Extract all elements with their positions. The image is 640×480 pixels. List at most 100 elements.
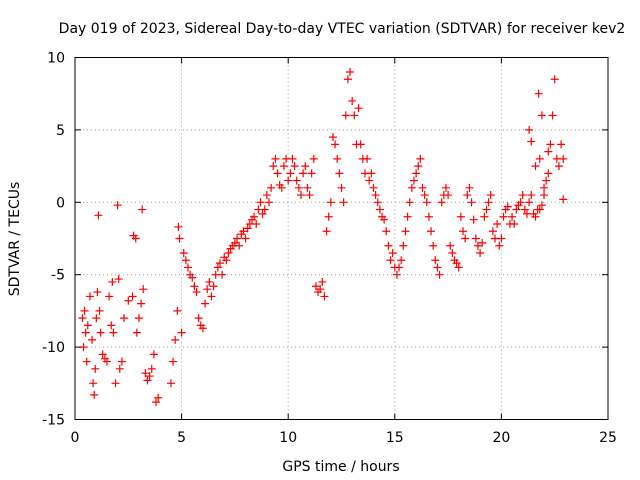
data-point	[181, 256, 190, 265]
data-point	[154, 393, 163, 402]
data-point	[307, 169, 316, 178]
data-point	[166, 379, 175, 388]
data-point	[292, 176, 301, 185]
data-point	[284, 176, 293, 185]
data-point	[124, 296, 133, 305]
data-point	[333, 154, 342, 163]
data-point	[328, 133, 337, 142]
data-point	[107, 321, 116, 330]
data-point	[550, 75, 559, 84]
data-point	[371, 191, 380, 200]
data-point	[224, 248, 233, 257]
data-point	[559, 195, 568, 204]
x-axis-label: GPS time / hours	[282, 459, 399, 475]
data-point	[218, 270, 227, 279]
data-point	[92, 314, 101, 323]
data-point	[367, 169, 376, 178]
data-point	[290, 162, 299, 171]
data-point	[222, 256, 231, 265]
y-axis-label: SDTVAR / TECUs	[7, 182, 23, 297]
data-point	[177, 328, 186, 337]
data-point	[91, 364, 100, 373]
data-point	[207, 292, 216, 301]
data-point	[175, 234, 184, 243]
data-point	[424, 212, 433, 221]
data-point	[548, 111, 557, 120]
data-point	[316, 285, 325, 294]
data-point	[365, 176, 374, 185]
data-point	[271, 154, 280, 163]
data-point	[147, 364, 156, 373]
data-point	[252, 220, 261, 229]
data-point	[535, 205, 544, 214]
data-point	[446, 241, 455, 250]
data-point	[527, 137, 536, 146]
data-point	[194, 314, 203, 323]
data-point	[114, 275, 123, 284]
data-point	[463, 191, 472, 200]
data-point	[531, 162, 540, 171]
data-point	[141, 369, 150, 378]
data-point	[279, 162, 288, 171]
data-point	[90, 390, 99, 399]
data-point	[554, 162, 563, 171]
data-point	[109, 328, 118, 337]
data-point	[544, 169, 553, 178]
data-point	[269, 162, 278, 171]
data-point	[405, 198, 414, 207]
data-point	[416, 154, 425, 163]
data-point	[309, 154, 318, 163]
y-tick-label: 5	[56, 123, 65, 139]
data-point	[341, 111, 350, 120]
data-point	[350, 111, 359, 120]
data-point	[83, 321, 92, 330]
data-point	[540, 183, 549, 192]
data-point	[85, 292, 94, 301]
data-point	[303, 183, 312, 192]
data-point	[311, 282, 320, 291]
data-point	[265, 198, 274, 207]
data-point	[544, 147, 553, 156]
data-point	[233, 234, 242, 243]
data-point	[277, 183, 286, 192]
data-point	[542, 176, 551, 185]
data-point	[384, 241, 393, 250]
data-point	[382, 227, 391, 236]
data-point	[559, 154, 568, 163]
data-point	[412, 169, 421, 178]
data-point	[531, 212, 540, 221]
data-point	[230, 238, 239, 247]
data-point	[403, 212, 412, 221]
data-point	[512, 205, 521, 214]
data-point	[301, 162, 310, 171]
data-point	[267, 183, 276, 192]
data-point	[171, 335, 180, 344]
data-point	[139, 285, 148, 294]
data-point	[286, 169, 295, 178]
data-point	[89, 379, 98, 388]
y-tick-label: -5	[51, 268, 65, 284]
data-point	[134, 314, 143, 323]
data-point	[339, 198, 348, 207]
data-point	[354, 104, 363, 113]
data-point	[418, 183, 427, 192]
data-point	[179, 248, 188, 257]
data-point	[535, 154, 544, 163]
data-point	[476, 248, 485, 257]
data-point	[431, 256, 440, 265]
data-point	[149, 350, 158, 359]
data-point	[488, 227, 497, 236]
data-point	[454, 263, 463, 272]
data-point	[250, 212, 259, 221]
data-point	[343, 75, 352, 84]
data-point	[326, 198, 335, 207]
data-point	[243, 224, 252, 233]
data-point	[173, 306, 182, 315]
data-point	[335, 169, 344, 178]
data-point	[215, 259, 224, 268]
data-point	[294, 183, 303, 192]
data-point	[120, 314, 129, 323]
data-point	[143, 376, 152, 385]
y-tick-label: -10	[42, 340, 65, 356]
